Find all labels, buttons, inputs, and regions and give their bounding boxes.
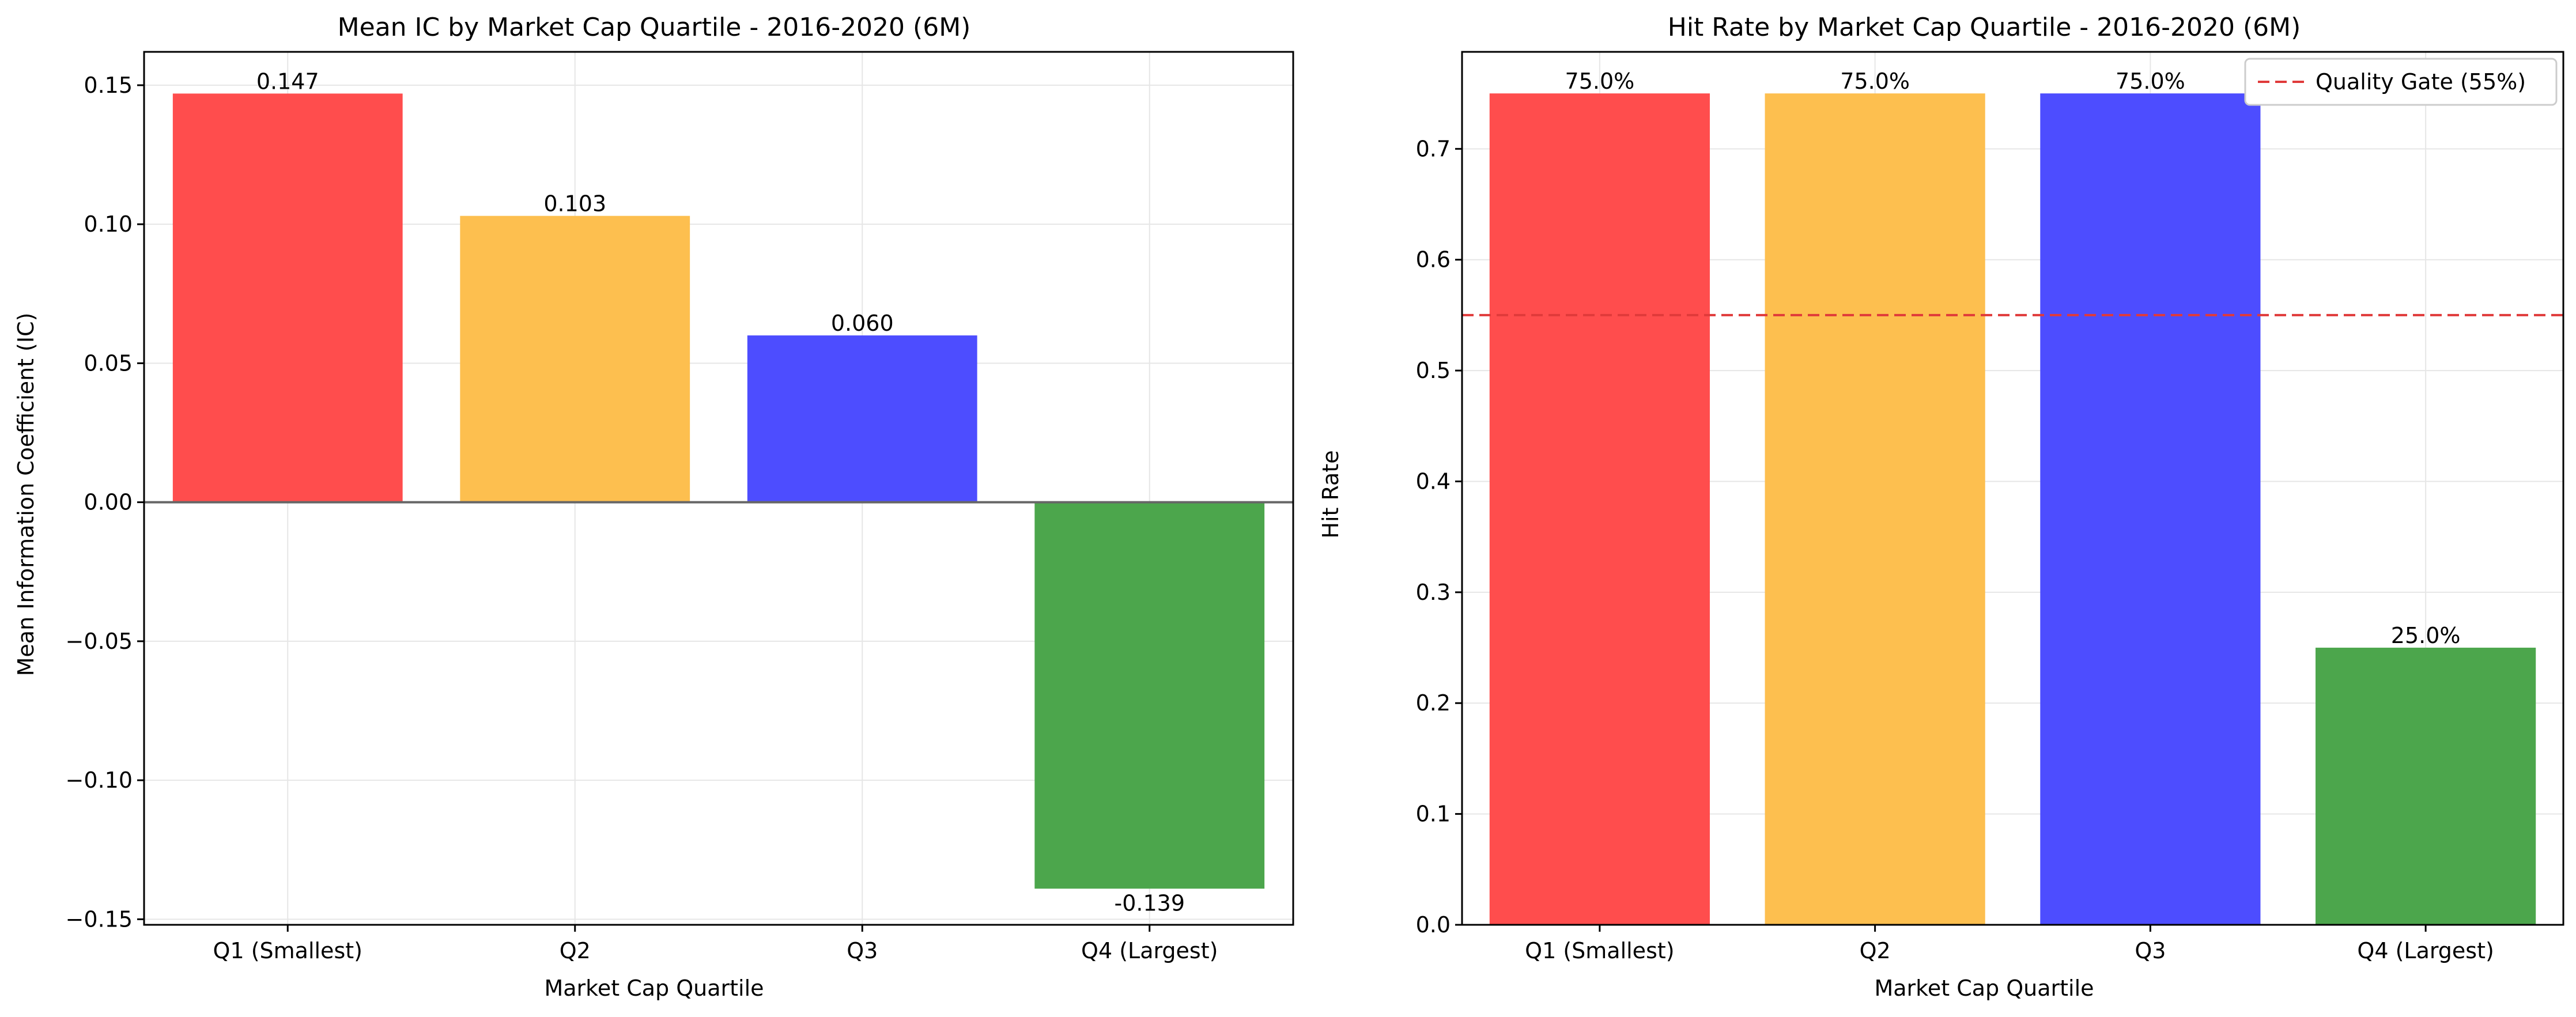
hitrate-chart-title: Hit Rate by Market Cap Quartile - 2016-2… [1668, 13, 2301, 42]
ic-chart-title: Mean IC by Market Cap Quartile - 2016-20… [338, 13, 971, 42]
hitrate-chart: Hit Rate by Market Cap Quartile - 2016-2… [1318, 13, 2564, 1001]
ic-bar [172, 93, 403, 502]
hitrate-bar [1765, 93, 1985, 925]
ic-xtick-label: Q3 [847, 938, 878, 963]
hitrate-xtick-label: Q2 [1860, 938, 1891, 963]
hitrate-ytick-label: 0.1 [1416, 801, 1451, 827]
hitrate-bar-label: 25.0% [2391, 623, 2461, 648]
hitrate-xtick-label: Q4 (Largest) [2357, 938, 2494, 963]
hitrate-bar-label: 75.0% [1840, 69, 1910, 94]
ic-xtick-label: Q4 (Largest) [1081, 938, 1218, 963]
ic-chart-ylabel: Mean Information Coefficient (IC) [13, 313, 39, 676]
ic-ytick-label: 0.10 [84, 211, 133, 237]
ic-chart-xlabel: Market Cap Quartile [544, 976, 764, 1001]
hitrate-ytick-label: 0.2 [1416, 690, 1451, 716]
legend-box [2244, 58, 2558, 106]
ic-bar [747, 335, 977, 502]
ic-bar [1034, 502, 1265, 889]
ic-xtick-label: Q1 (Smallest) [213, 938, 362, 963]
ic-bar-label: 0.060 [831, 311, 894, 336]
ic-ytick-label: −0.05 [66, 629, 133, 654]
ic-axes-frame [143, 51, 1294, 926]
hitrate-bar-label: 75.0% [2116, 69, 2185, 94]
hitrate-bar [1489, 93, 1710, 925]
ic-ytick-label: 0.00 [84, 490, 133, 515]
hitrate-xtick-label: Q3 [2135, 938, 2166, 963]
hitrate-axes-frame [1461, 51, 2564, 926]
ic-bar-label: 0.147 [256, 69, 319, 94]
ic-chart: Mean IC by Market Cap Quartile - 2016-20… [13, 13, 1294, 1001]
hitrate-ytick-label: 0.6 [1416, 247, 1451, 273]
ic-bar [460, 216, 690, 502]
hitrate-chart-xlabel: Market Cap Quartile [1874, 976, 2094, 1001]
hitrate-ytick-label: 0.3 [1416, 580, 1451, 605]
hitrate-ytick-label: 0.0 [1416, 912, 1451, 937]
hitrate-bar-label: 75.0% [1565, 69, 1635, 94]
ic-bar-label: 0.103 [543, 191, 606, 217]
ic-ytick-label: −0.10 [66, 768, 133, 793]
ic-xtick-label: Q2 [560, 938, 591, 963]
hitrate-ytick-label: 0.4 [1416, 468, 1451, 494]
hitrate-ytick-label: 0.7 [1416, 136, 1451, 161]
ic-ytick-label: 0.15 [84, 73, 133, 98]
legend-label: Quality Gate (55%) [2316, 69, 2526, 94]
ic-ytick-label: −0.15 [66, 906, 133, 932]
hitrate-chart-ylabel: Hit Rate [1318, 450, 1343, 538]
ic-ytick-label: 0.05 [84, 350, 133, 376]
hitrate-bar [2316, 648, 2536, 925]
hitrate-ytick-label: 0.5 [1416, 358, 1451, 383]
ic-bar-label: -0.139 [1115, 890, 1185, 916]
hitrate-bar [2040, 93, 2261, 925]
hitrate-xtick-label: Q1 (Smallest) [1525, 938, 1674, 963]
